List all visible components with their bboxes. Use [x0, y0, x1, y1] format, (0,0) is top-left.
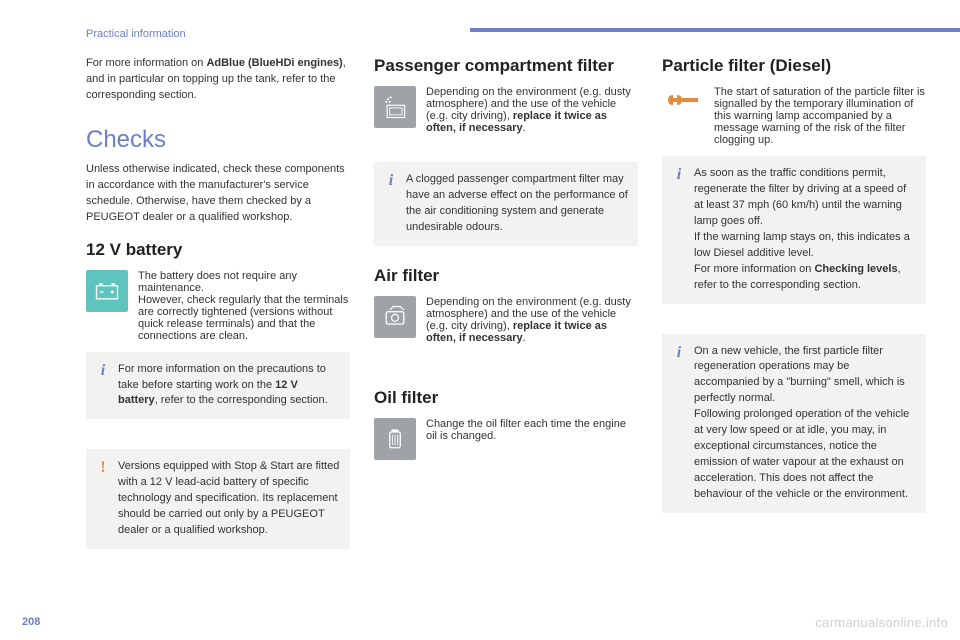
- air-filter-text: Depending on the environment (e.g. dusty…: [426, 296, 638, 344]
- info-icon: i: [672, 166, 686, 294]
- oil-filter-icon: [374, 418, 416, 460]
- column-2: Passenger compartment filter Depending o…: [374, 56, 638, 561]
- passenger-filter-info-box: i A clogged passenger compartment filter…: [374, 162, 638, 246]
- tab-marker: [470, 28, 960, 32]
- checks-heading: Checks: [86, 126, 350, 154]
- column-1: For more information on AdBlue (BlueHDi …: [86, 56, 350, 561]
- air-filter-icon: [374, 296, 416, 338]
- particle-filter-text: The start of saturation of the particle …: [714, 86, 926, 146]
- air-filter-block: Depending on the environment (e.g. dusty…: [374, 296, 638, 344]
- particle-info-text-1: As soon as the traffic conditions permit…: [694, 166, 916, 294]
- particle-filter-heading: Particle filter (Diesel): [662, 56, 926, 76]
- battery-text: The battery does not require any mainten…: [138, 270, 350, 342]
- air-filter-heading: Air filter: [374, 266, 638, 286]
- info-icon: i: [96, 362, 110, 410]
- particle-filter-block: The start of saturation of the particle …: [662, 86, 926, 146]
- intro-text: For more information on AdBlue (BlueHDi …: [86, 56, 350, 104]
- oil-filter-block: Change the oil filter each time the engi…: [374, 418, 638, 460]
- oil-filter-text: Change the oil filter each time the engi…: [426, 418, 638, 460]
- particle-info-box-1: i As soon as the traffic conditions perm…: [662, 156, 926, 304]
- battery-warn-text: Versions equipped with Stop & Start are …: [118, 459, 340, 539]
- battery-icon: [86, 270, 128, 312]
- wrench-icon: [662, 86, 704, 146]
- passenger-filter-info-text: A clogged passenger compartment filter m…: [406, 172, 628, 236]
- page-number: 208: [22, 616, 40, 628]
- info-icon: i: [672, 344, 686, 503]
- oil-filter-heading: Oil filter: [374, 388, 638, 408]
- page-content: For more information on AdBlue (BlueHDi …: [86, 56, 926, 561]
- battery-info-box: i For more information on the precaution…: [86, 352, 350, 420]
- battery-heading: 12 V battery: [86, 240, 350, 260]
- battery-info-text: For more information on the precautions …: [118, 362, 340, 410]
- battery-warn-box: ! Versions equipped with Stop & Start ar…: [86, 449, 350, 549]
- passenger-filter-heading: Passenger compartment filter: [374, 56, 638, 76]
- fan-icon: [374, 86, 416, 128]
- column-3: Particle filter (Diesel) The start of sa…: [662, 56, 926, 561]
- passenger-filter-text: Depending on the environment (e.g. dusty…: [426, 86, 638, 134]
- particle-info-text-2: On a new vehicle, the first particle fil…: [694, 344, 916, 503]
- info-icon: i: [384, 172, 398, 236]
- checks-text: Unless otherwise indicated, check these …: [86, 162, 350, 226]
- passenger-filter-block: Depending on the environment (e.g. dusty…: [374, 86, 638, 134]
- battery-block: The battery does not require any mainten…: [86, 270, 350, 342]
- section-header: Practical information: [86, 28, 186, 40]
- warn-icon: !: [96, 459, 110, 539]
- watermark: carmanualsonline.info: [815, 615, 948, 630]
- particle-info-box-2: i On a new vehicle, the first particle f…: [662, 334, 926, 513]
